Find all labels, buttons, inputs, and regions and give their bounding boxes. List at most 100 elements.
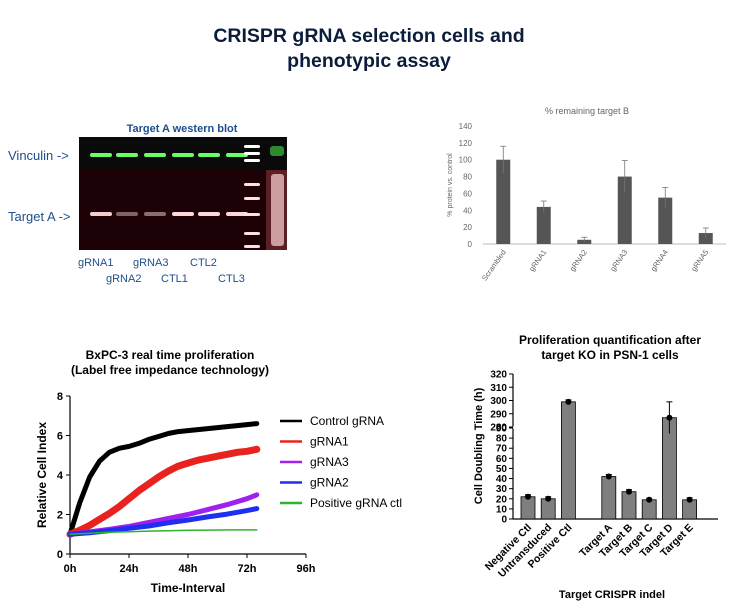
vinculin-band — [172, 153, 194, 157]
series-line — [67, 421, 260, 537]
blot-lane-label: gRNA3 — [133, 257, 168, 269]
legend-entry: Control gRNA — [310, 414, 384, 428]
y-tick-label: 0 — [57, 549, 63, 561]
series-line — [66, 445, 261, 538]
ladder-band — [244, 145, 260, 148]
y-tick-label: 6 — [57, 431, 63, 443]
target-a-band — [144, 212, 166, 216]
legend-entry: gRNA2 — [310, 476, 349, 490]
y-tick-label: 4 — [57, 470, 64, 482]
y-tick-label: 40 — [496, 474, 508, 485]
chart-title: BxPC-3 real time proliferation — [86, 348, 255, 362]
mean-point — [605, 473, 612, 480]
y-axis-label: Relative Cell Index — [35, 422, 49, 528]
bar — [621, 491, 637, 520]
blot-lane-label: gRNA2 — [106, 273, 141, 285]
y-tick-label: 320 — [490, 370, 507, 381]
x-tick-label: 72h — [238, 563, 257, 575]
y-tick-label: 70 — [496, 444, 508, 455]
ladder-band — [244, 183, 260, 186]
vinculin-band — [198, 153, 220, 157]
y-tick-label: 90 — [496, 424, 508, 435]
target-a-label: Target A -> — [8, 209, 71, 224]
mean-point — [525, 493, 531, 500]
legend-entry: gRNA1 — [310, 435, 349, 449]
y-tick-label: 20 — [496, 494, 508, 505]
target-a-band — [90, 212, 112, 216]
ladder-band — [244, 213, 260, 216]
series-line — [67, 506, 260, 537]
ladder-smear — [271, 174, 284, 246]
ladder-smear — [270, 146, 284, 156]
x-tick-label: 0h — [64, 563, 77, 575]
blot-lane-labels: gRNA1 gRNA3 CTL2 gRNA2 CTL1 CTL3 — [78, 257, 245, 285]
mean-point — [545, 495, 552, 502]
vinculin-band — [116, 153, 138, 157]
x-axis-label: Time-Interval — [151, 581, 225, 595]
y-tick-label: 20 — [463, 223, 472, 232]
vinculin-band — [144, 153, 166, 157]
blot-lane-label: CTL3 — [218, 273, 245, 285]
y-tick-label: 310 — [490, 383, 507, 394]
page-title-line-1: CRISPR gRNA selection cells and — [213, 25, 525, 47]
page-title: CRISPR gRNA selection cells and phenotyp… — [0, 24, 738, 74]
x-axis-label: Target CRISPR indel — [559, 589, 665, 601]
chart-subtitle: (Label free impedance technology) — [71, 363, 269, 377]
bar — [496, 159, 511, 244]
target-a-band — [226, 212, 248, 216]
vinculin-label: Vinculin -> — [8, 148, 69, 163]
blot-bands — [90, 145, 284, 248]
y-tick-label: 140 — [459, 122, 473, 131]
y-axis-label: % protein vs. control — [447, 153, 454, 217]
y-tick-label: 30 — [496, 484, 508, 495]
western-blot-title: Target A western blot — [127, 123, 238, 135]
y-tick-label: 280 — [490, 423, 507, 434]
y-axis-label: Cell Doubling Time (h) — [473, 387, 485, 504]
x-tick-label: 48h — [179, 563, 198, 575]
mean-point — [686, 496, 693, 503]
y-tick-label: 80 — [496, 434, 508, 445]
y-tick-label: 50 — [496, 464, 508, 475]
y-tick-label: 290 — [490, 409, 507, 420]
y-tick-label: 60 — [496, 454, 508, 465]
vinculin-band — [90, 153, 112, 157]
ladder-band — [244, 152, 260, 155]
blot-lane-label: CTL1 — [161, 273, 188, 285]
series-line — [69, 529, 258, 536]
ladder-band — [244, 232, 260, 235]
mean-point — [626, 488, 632, 495]
mean-point — [565, 398, 572, 405]
bar — [617, 176, 632, 244]
y-tick-label: 0 — [468, 240, 473, 249]
y-tick-label: 60 — [463, 189, 472, 198]
target-a-band — [172, 212, 194, 216]
chart-title: % remaining target B — [545, 106, 629, 116]
ladder-band — [244, 159, 260, 162]
y-tick-label: 8 — [57, 391, 63, 403]
bar — [520, 496, 536, 520]
y-tick-label: 300 — [490, 396, 507, 407]
y-tick-label: 2 — [57, 510, 63, 522]
ladder-band — [244, 245, 260, 248]
bar — [698, 233, 713, 244]
chart-title: target KO in PSN-1 cells — [541, 348, 679, 362]
bar — [658, 197, 673, 244]
y-tick-label: 120 — [459, 139, 473, 148]
page-title-line-2: phenotypic assay — [287, 50, 451, 72]
bar — [601, 476, 617, 520]
blot-lane-label: gRNA1 — [78, 257, 113, 269]
bar — [561, 401, 576, 520]
legend-entry: gRNA3 — [310, 455, 349, 469]
bar — [540, 498, 556, 520]
legend-entry: Positive gRNA ctl — [310, 496, 402, 510]
x-tick-label: 24h — [120, 563, 139, 575]
x-tick-label: 96h — [297, 563, 316, 575]
target-a-band — [198, 212, 220, 216]
y-tick-label: 100 — [459, 156, 473, 165]
y-tick-label: 40 — [463, 206, 472, 215]
chart-title: Proliferation quantification after — [519, 333, 701, 347]
